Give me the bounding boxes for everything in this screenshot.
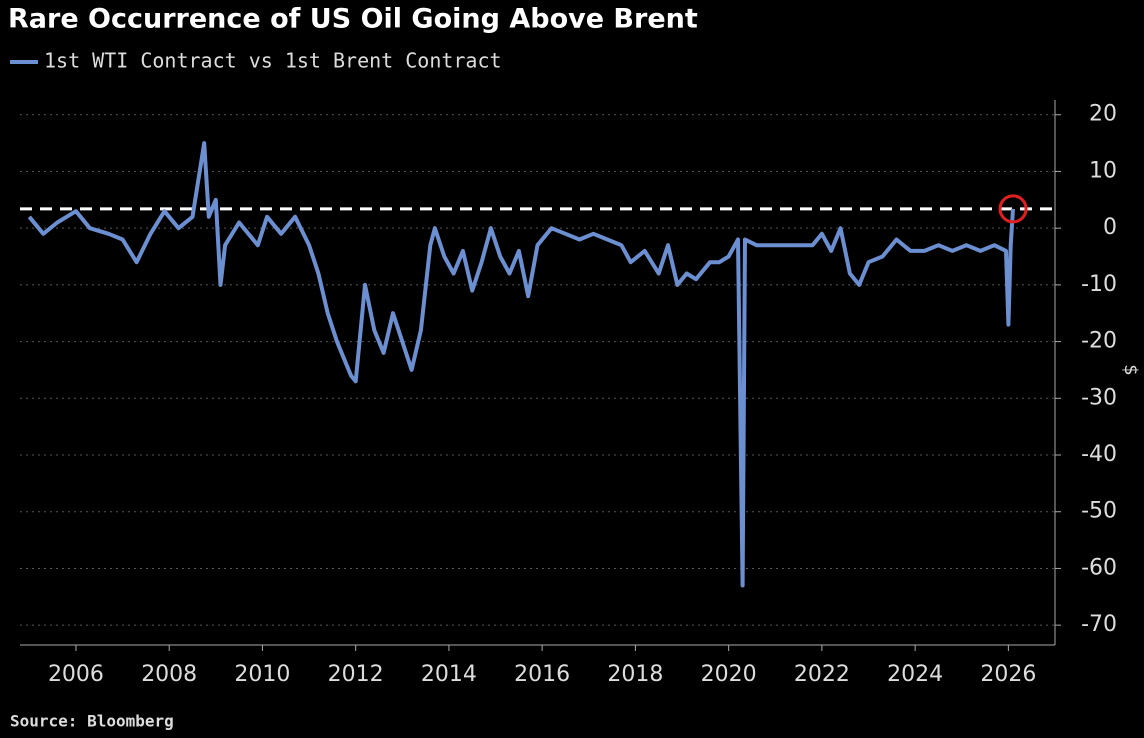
source: Source: Bloomberg [10, 712, 174, 731]
y-tick-label: -70 [1081, 612, 1117, 637]
y-tick-label: 10 [1089, 158, 1117, 183]
chart-title: Rare Occurrence of US Oil Going Above Br… [8, 4, 698, 35]
x-tick-label: 2010 [234, 662, 290, 687]
x-tick-label: 2020 [701, 662, 757, 687]
x-tick-label: 2022 [794, 662, 850, 687]
x-tick-label: 2016 [514, 662, 570, 687]
x-tick-label: 2026 [980, 662, 1036, 687]
y-tick-label: 20 [1089, 102, 1117, 127]
x-tick-label: 2024 [887, 662, 943, 687]
highlight-circle [998, 194, 1028, 224]
y-axis-label: $ [1120, 364, 1141, 375]
legend-label: 1st WTI Contract vs 1st Brent Contract [44, 49, 502, 73]
y-tick-label: -60 [1081, 555, 1117, 580]
y-tick-label: 0 [1103, 215, 1117, 240]
y-tick-label: -50 [1081, 499, 1117, 524]
data-line [27, 141, 1015, 588]
x-tick-label: 2018 [607, 662, 663, 687]
x-tick-label: 2008 [141, 662, 197, 687]
y-tick-label: -40 [1081, 442, 1117, 467]
y-tick-label: -20 [1081, 329, 1117, 354]
y-tick-label: -30 [1081, 385, 1117, 410]
x-tick-label: 2006 [48, 662, 104, 687]
y-tick-label: -10 [1081, 272, 1117, 297]
x-tick-label: 2012 [328, 662, 384, 687]
x-tick-label: 2014 [421, 662, 477, 687]
